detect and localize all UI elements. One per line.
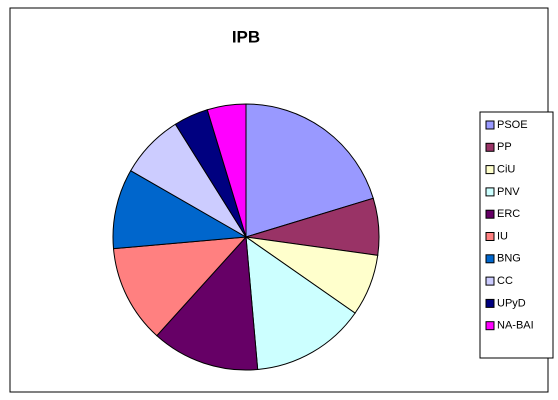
chart-title: IPB: [232, 27, 260, 46]
legend-swatch: [485, 120, 495, 130]
legend-swatch: [485, 165, 495, 175]
pie-slice: [245, 235, 356, 371]
legend-label: NA-BAI: [497, 320, 534, 332]
pie-slice: [112, 236, 248, 337]
legend-label: CC: [497, 275, 513, 287]
legend-swatch: [485, 232, 495, 241]
legend-swatch: [485, 276, 495, 286]
legend-label: BNG: [497, 253, 521, 265]
legend-label: ERC: [497, 208, 520, 220]
legend-swatch: [485, 321, 495, 331]
pie-slice: [245, 103, 374, 238]
pie-slice: [112, 170, 248, 250]
legend-swatch: [485, 187, 495, 197]
legend-label: UPyD: [497, 297, 526, 309]
legend-label: PNV: [497, 186, 520, 198]
legend-swatch: [485, 142, 495, 152]
legend-label: PP: [497, 141, 512, 153]
legend-label: IU: [497, 230, 508, 242]
pie-slice: [206, 103, 247, 238]
legend-swatch: [485, 209, 495, 219]
legend-swatch: [485, 298, 495, 308]
legend-label: PSOE: [497, 119, 528, 131]
legend-label: CiU: [497, 164, 515, 176]
legend-swatch: [485, 254, 495, 264]
pie-slice: [156, 235, 259, 371]
